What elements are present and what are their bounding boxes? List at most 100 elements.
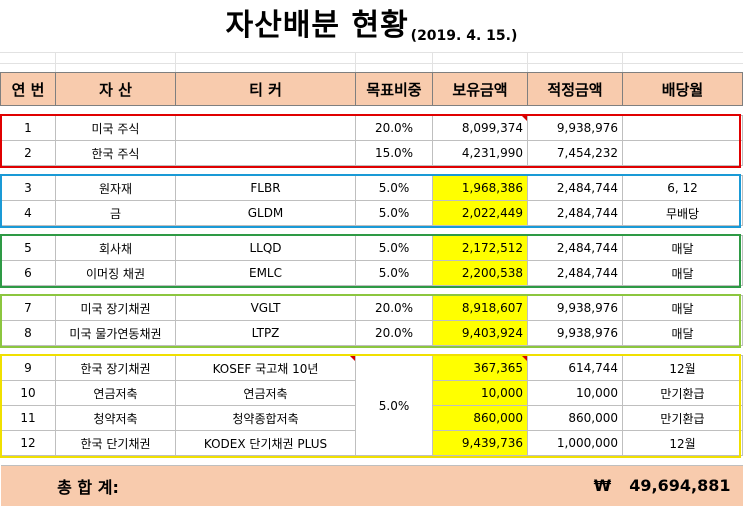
- spacer-cell: [527, 225, 623, 236]
- table-row: 3 원자재 FLBR 5.0% 1,968,386 2,484,744 6, 12: [0, 175, 743, 201]
- spacer-cell: [175, 455, 356, 466]
- holding-amount[interactable]: 2,022,449: [432, 200, 528, 226]
- spacer-cell: [622, 105, 743, 116]
- ticker[interactable]: [175, 140, 356, 166]
- row-number[interactable]: 11: [0, 405, 56, 431]
- spacer-cell: [355, 165, 433, 176]
- spacer-cell: [55, 455, 176, 466]
- asset-name[interactable]: 이머징 채권: [55, 260, 176, 286]
- row-number[interactable]: 4: [0, 200, 56, 226]
- proper-amount[interactable]: 9,938,976: [527, 320, 623, 346]
- asset-name[interactable]: 금: [55, 200, 176, 226]
- proper-amount[interactable]: 9,938,976: [527, 295, 623, 321]
- dividend-month[interactable]: 12월: [622, 430, 743, 456]
- title-main: 자산배분 현황: [225, 8, 409, 43]
- ticker[interactable]: 청약종합저축: [175, 405, 356, 431]
- asset-name[interactable]: 한국 주식: [55, 140, 176, 166]
- ticker[interactable]: FLBR: [175, 175, 356, 201]
- dividend-month[interactable]: [622, 140, 743, 166]
- dividend-month[interactable]: 무배당: [622, 200, 743, 226]
- spacer-cell: [622, 455, 743, 466]
- dividend-month[interactable]: 매달: [622, 320, 743, 346]
- row-number[interactable]: 2: [0, 140, 56, 166]
- spacer-row: [0, 225, 743, 236]
- ticker[interactable]: GLDM: [175, 200, 356, 226]
- asset-name[interactable]: 미국 물가연동채권: [55, 320, 176, 346]
- holding-amount[interactable]: 10,000: [432, 380, 528, 406]
- proper-amount[interactable]: 2,484,744: [527, 200, 623, 226]
- ticker[interactable]: KOSEF 국고채 10년: [175, 355, 356, 381]
- target-weight[interactable]: 5.0%: [355, 235, 433, 261]
- row-number[interactable]: 8: [0, 320, 56, 346]
- ticker[interactable]: LTPZ: [175, 320, 356, 346]
- dividend-month[interactable]: 만기환급: [622, 380, 743, 406]
- row-number[interactable]: 9: [0, 355, 56, 381]
- proper-amount[interactable]: 1,000,000: [527, 430, 623, 456]
- holding-amount[interactable]: 4,231,990: [432, 140, 528, 166]
- dividend-month[interactable]: 6, 12: [622, 175, 743, 201]
- target-weight[interactable]: 5.0%: [355, 200, 433, 226]
- asset-name[interactable]: 한국 단기채권: [55, 430, 176, 456]
- holding-amount[interactable]: 9,403,924: [432, 320, 528, 346]
- table-row: 2 한국 주식 15.0% 4,231,990 7,454,232: [0, 140, 743, 166]
- header-asset: 자 산: [55, 72, 176, 106]
- row-number[interactable]: 7: [0, 295, 56, 321]
- target-weight[interactable]: 20.0%: [355, 295, 433, 321]
- target-weight[interactable]: 5.0%: [355, 175, 433, 201]
- spacer-cell: [432, 165, 528, 176]
- holding-amount[interactable]: 8,099,374: [432, 115, 528, 141]
- spacer-cell: [355, 345, 433, 356]
- asset-name[interactable]: 연금저축: [55, 380, 176, 406]
- proper-amount[interactable]: 10,000: [527, 380, 623, 406]
- ticker[interactable]: LLQD: [175, 235, 356, 261]
- ticker[interactable]: VGLT: [175, 295, 356, 321]
- proper-amount[interactable]: 2,484,744: [527, 235, 623, 261]
- holding-amount[interactable]: 2,200,538: [432, 260, 528, 286]
- asset-name[interactable]: 청약저축: [55, 405, 176, 431]
- ticker[interactable]: EMLC: [175, 260, 356, 286]
- ticker[interactable]: [175, 115, 356, 141]
- asset-name[interactable]: 회사채: [55, 235, 176, 261]
- proper-amount[interactable]: 614,744: [527, 355, 623, 381]
- spacer-row: [0, 165, 743, 176]
- proper-amount[interactable]: 860,000: [527, 405, 623, 431]
- row-number[interactable]: 6: [0, 260, 56, 286]
- table-row: 9 한국 장기채권 KOSEF 국고채 10년 5.0% 367,365 614,744 1…: [0, 355, 743, 456]
- row-number[interactable]: 12: [0, 430, 56, 456]
- row-number[interactable]: 1: [0, 115, 56, 141]
- holding-amount[interactable]: 367,365: [432, 355, 528, 381]
- holding-amount[interactable]: 9,439,736: [432, 430, 528, 456]
- dividend-month[interactable]: 12월: [622, 355, 743, 381]
- total-label: 총 합 계:: [0, 465, 176, 506]
- proper-amount[interactable]: 7,454,232: [527, 140, 623, 166]
- holding-amount[interactable]: 860,000: [432, 405, 528, 431]
- table-row: 8 미국 물가연동채권 LTPZ 20.0% 9,403,924 9,938,976 매달: [0, 320, 743, 346]
- asset-name[interactable]: 미국 주식: [55, 115, 176, 141]
- row-number[interactable]: 10: [0, 380, 56, 406]
- ticker[interactable]: KODEX 단기채권 PLUS: [175, 430, 356, 456]
- holding-amount[interactable]: 2,172,512: [432, 235, 528, 261]
- holding-amount[interactable]: 8,918,607: [432, 295, 528, 321]
- holding-amount[interactable]: 1,968,386: [432, 175, 528, 201]
- dividend-month[interactable]: 매달: [622, 235, 743, 261]
- target-weight[interactable]: 20.0%: [355, 320, 433, 346]
- proper-amount[interactable]: 2,484,744: [527, 260, 623, 286]
- row-number[interactable]: 5: [0, 235, 56, 261]
- proper-amount[interactable]: 2,484,744: [527, 175, 623, 201]
- dividend-month[interactable]: 매달: [622, 260, 743, 286]
- target-weight[interactable]: 15.0%: [355, 140, 433, 166]
- dividend-month[interactable]: 매달: [622, 295, 743, 321]
- proper-amount[interactable]: 9,938,976: [527, 115, 623, 141]
- asset-name[interactable]: 미국 장기채권: [55, 295, 176, 321]
- spacer-cell: [175, 225, 356, 236]
- row-number[interactable]: 3: [0, 175, 56, 201]
- dividend-month[interactable]: [622, 115, 743, 141]
- ticker[interactable]: 연금저축: [175, 380, 356, 406]
- target-weight-merged[interactable]: 5.0%: [355, 355, 433, 456]
- target-weight[interactable]: 5.0%: [355, 260, 433, 286]
- gridline: [55, 52, 56, 72]
- target-weight[interactable]: 20.0%: [355, 115, 433, 141]
- dividend-month[interactable]: 만기환급: [622, 405, 743, 431]
- asset-name[interactable]: 원자재: [55, 175, 176, 201]
- asset-name[interactable]: 한국 장기채권: [55, 355, 176, 381]
